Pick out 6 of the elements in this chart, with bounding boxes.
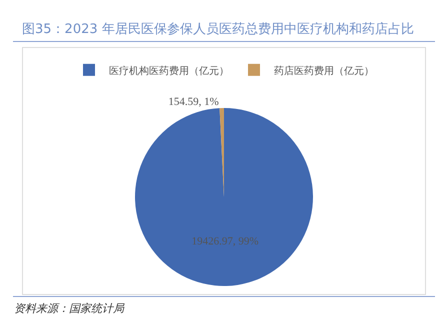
legend-label: 医疗机构医药费用（亿元）: [109, 64, 229, 77]
data-label: 154.59, 1%: [168, 96, 219, 108]
legend-label: 药店医药费用（亿元）: [274, 64, 374, 77]
data-label: 19426.97, 99%: [192, 235, 259, 248]
chart-title: 图35：2023 年居民医保参保人员医药总费用中医疗机构和药店占比: [22, 21, 415, 38]
text: 资料来源：国家统计局: [14, 301, 124, 316]
